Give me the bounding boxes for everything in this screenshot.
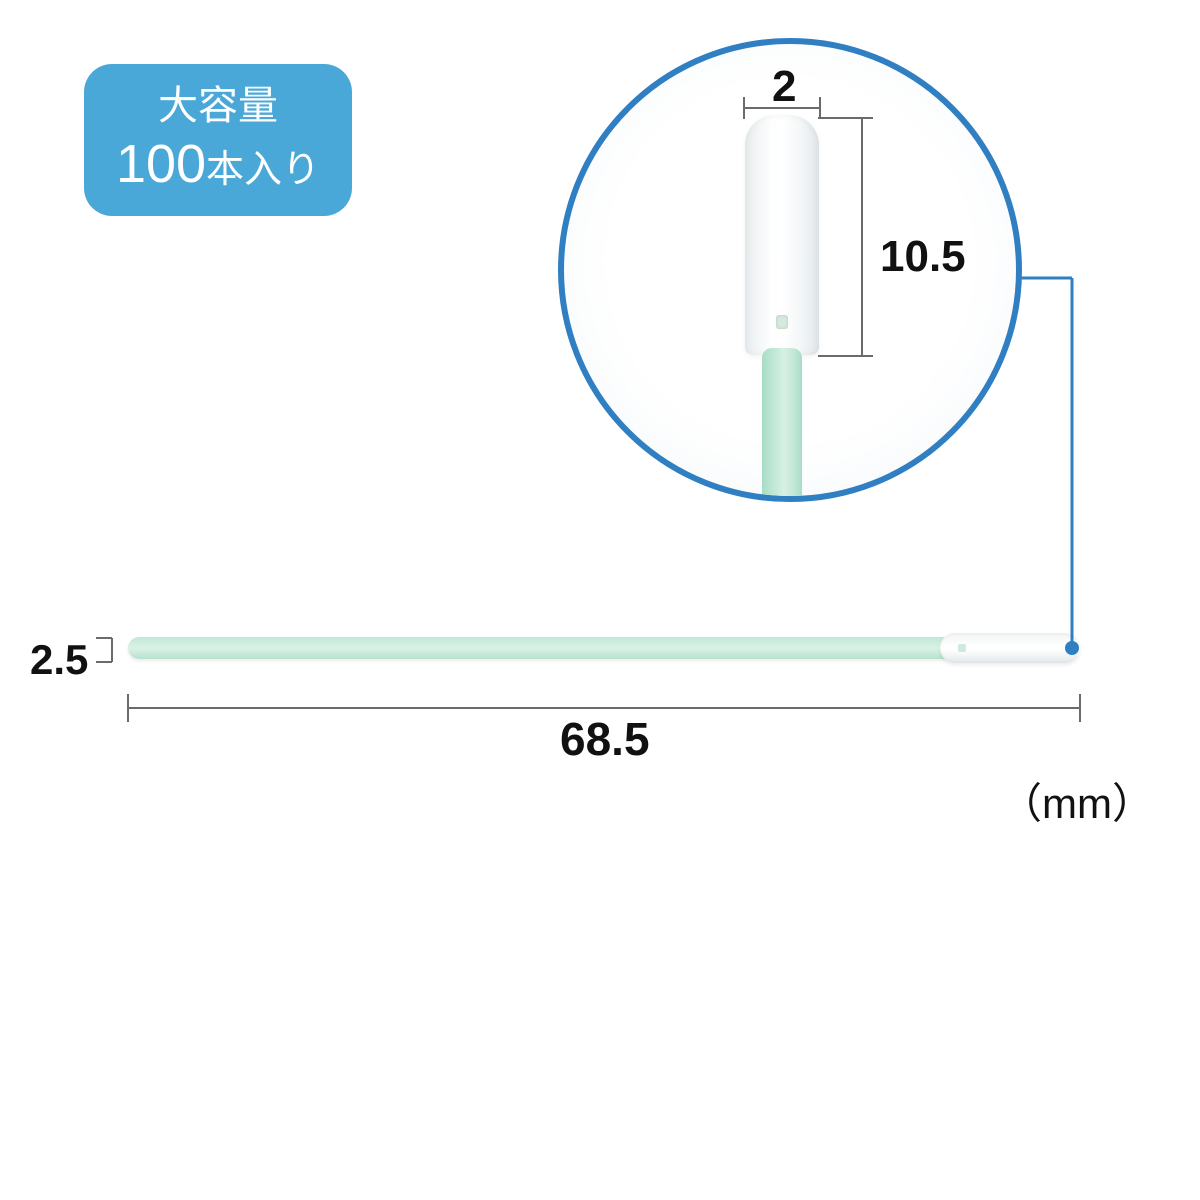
dim-length-label: 68.5 [560,712,650,766]
swab-tip [940,633,1080,663]
dim-thickness-label: 2.5 [30,636,88,684]
swab-full [0,0,1200,1200]
swab-stick [128,637,958,659]
unit-label: （mm） [1000,770,1154,831]
